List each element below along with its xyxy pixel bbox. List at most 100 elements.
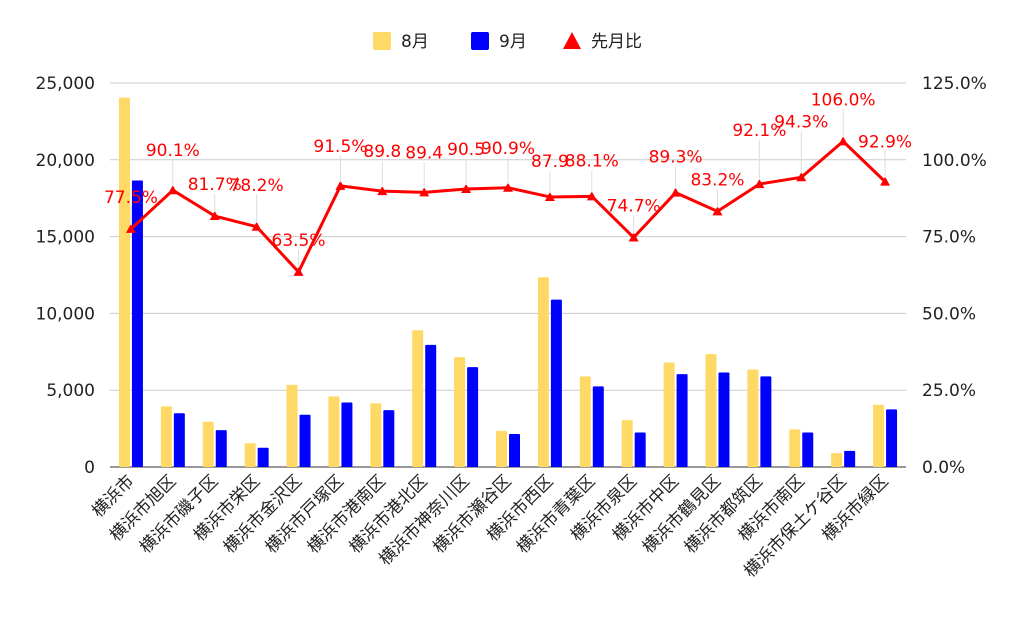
bar-aug <box>705 354 717 467</box>
bars <box>118 97 898 467</box>
bar-aug <box>873 404 885 467</box>
ratio-marker <box>167 185 178 195</box>
ratio-marker <box>293 266 304 276</box>
bar-aug <box>370 403 382 467</box>
y-left-tick-label: 15,000 <box>36 228 95 248</box>
bar-sep <box>550 299 562 467</box>
bar-sep <box>425 344 437 467</box>
ratio-data-label: 63.5% <box>272 231 326 251</box>
ratio-line <box>125 136 891 276</box>
y-left-tick-label: 0 <box>84 458 95 478</box>
bar-aug <box>454 357 466 467</box>
ratio-data-label: 90.5 <box>447 140 485 160</box>
bar-sep <box>592 386 604 467</box>
bar-sep <box>886 409 898 467</box>
legend: 8月 9月 先月比 <box>373 32 642 52</box>
ratio-marker <box>544 191 555 201</box>
ratio-marker <box>251 221 262 231</box>
bar-aug <box>496 430 507 467</box>
bar-sep <box>467 367 479 467</box>
ratio-data-label: 91.5% <box>313 137 367 157</box>
ratio-data-label: 90.1% <box>146 141 200 161</box>
ratio-marker <box>335 180 346 190</box>
ratio-marker <box>628 232 639 242</box>
ratio-marker <box>125 223 136 233</box>
bar-aug <box>831 453 843 467</box>
bar-aug <box>244 443 256 467</box>
ratio-data-label: 92.1% <box>732 121 786 141</box>
bar-aug <box>412 330 424 467</box>
bar-aug <box>579 376 591 467</box>
bar-aug <box>328 396 340 467</box>
bar-sep <box>760 376 772 467</box>
ratio-data-label: 94.3% <box>774 112 828 132</box>
bar-aug <box>202 421 214 467</box>
bar-sep <box>383 410 395 467</box>
bar-aug <box>160 406 172 467</box>
bar-sep <box>299 414 311 467</box>
bar-aug <box>789 429 801 467</box>
bar-aug <box>663 362 675 467</box>
ratio-marker <box>419 187 430 197</box>
y-right-tick-label: 25.0% <box>922 381 976 401</box>
bar-sep <box>131 180 143 467</box>
bar-aug <box>747 369 759 467</box>
bar-sep <box>676 374 688 467</box>
legend-label: 先月比 <box>591 32 642 52</box>
ratio-data-label: 74.7% <box>607 197 661 217</box>
ratio-data-label: 106.0% <box>811 90 876 110</box>
legend-label: 9月 <box>499 32 527 52</box>
y-left-tick-label: 10,000 <box>36 304 95 324</box>
ratio-marker <box>586 191 597 201</box>
legend-swatch-ratio <box>563 32 581 49</box>
ratio-data-label: 90.9% <box>481 139 535 159</box>
ratio-data-label: 77.5% <box>104 188 158 208</box>
bar-sep <box>718 372 730 467</box>
bar-aug <box>286 384 298 467</box>
ratio-marker <box>461 183 472 193</box>
y-left-tick-label: 25,000 <box>36 74 95 94</box>
ratio-marker <box>880 176 891 186</box>
ratio-marker <box>670 187 681 197</box>
bar-sep <box>802 432 814 467</box>
data-labels: 77.5%90.1%81.7%78.2%63.5%91.5%89.8 89.4 90… <box>104 90 912 268</box>
bar-sep <box>509 433 520 467</box>
ratio-data-label: 88.1% <box>565 151 619 171</box>
y-right-tick-label: 50.0% <box>922 304 976 324</box>
ratio-data-label: 87.9 <box>531 152 569 172</box>
ratio-data-label: 89.4 <box>405 143 443 163</box>
y-left-tick-label: 5,000 <box>46 381 95 401</box>
ratio-marker <box>754 179 765 189</box>
ratio-data-label: 89.3% <box>649 148 703 168</box>
bar-sep <box>341 402 353 467</box>
ratio-data-label: 78.2% <box>230 176 284 196</box>
legend-label: 8月 <box>401 32 429 52</box>
bar-sep <box>844 450 856 467</box>
y-right-tick-label: 100.0% <box>922 151 987 171</box>
ratio-marker <box>503 182 513 192</box>
ratio-data-label: 83.2% <box>690 170 744 190</box>
bar-sep <box>257 447 269 467</box>
bar-aug <box>537 277 549 467</box>
bar-sep <box>634 432 646 467</box>
bar-aug <box>118 97 130 467</box>
ratio-marker <box>209 211 220 221</box>
bar-sep <box>173 413 185 467</box>
legend-swatch-aug <box>373 32 391 50</box>
y-left-tick-label: 20,000 <box>36 151 95 171</box>
ratio-data-label: 89.8 <box>363 142 401 162</box>
ratio-marker <box>377 186 388 196</box>
y-right-tick-label: 125.0% <box>922 74 987 94</box>
y-right-tick-label: 75.0% <box>922 228 976 248</box>
bar-aug <box>621 420 633 467</box>
ratio-data-label: 81.7% <box>188 175 242 195</box>
legend-swatch-sep <box>471 32 489 50</box>
ratio-data-label: 92.9% <box>858 133 912 153</box>
ratio-marker <box>712 206 723 216</box>
y-right-tick-label: 0.0% <box>922 458 965 478</box>
ratio-marker <box>796 172 807 182</box>
bar-sep <box>215 430 227 467</box>
ratio-marker <box>838 136 849 146</box>
